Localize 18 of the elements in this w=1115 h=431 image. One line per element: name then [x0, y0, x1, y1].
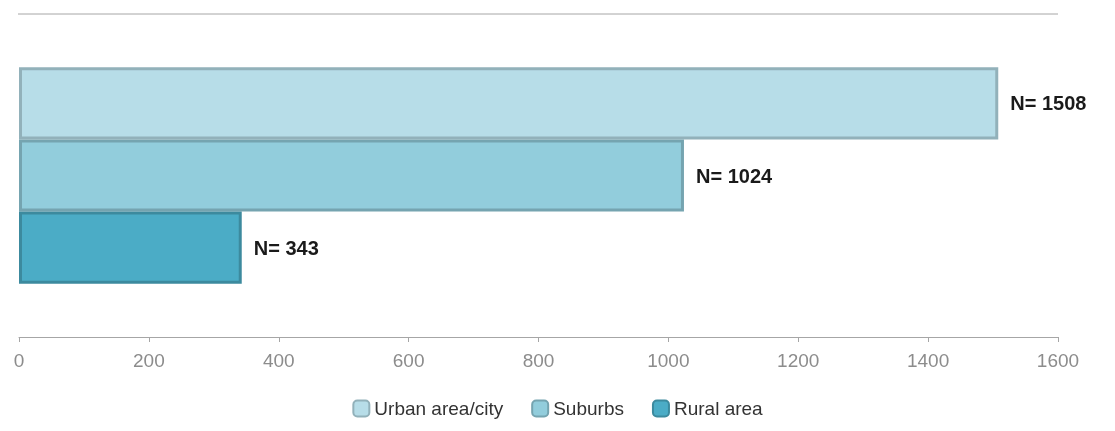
- x-tick-label: 800: [522, 350, 555, 371]
- x-tick-label: 600: [392, 350, 425, 371]
- x-tick-label: 200: [133, 350, 165, 371]
- bar: [19, 67, 999, 140]
- data-label: N= 1024: [695, 164, 774, 187]
- legend-label: Rural area: [673, 398, 764, 419]
- x-tick-label: 1000: [647, 350, 690, 371]
- x-tick-label: 1200: [777, 350, 820, 371]
- bar: [19, 139, 684, 212]
- legend-label: Urban area/city: [374, 398, 504, 419]
- x-tick-label: 400: [262, 350, 295, 371]
- legend-label: Suburbs: [553, 398, 624, 419]
- x-tick-label: 0: [13, 350, 25, 371]
- x-tick-label: 1600: [1036, 350, 1080, 371]
- x-tick-label: 1400: [906, 350, 950, 371]
- bar: [19, 211, 242, 284]
- data-label: N= 343: [253, 236, 319, 259]
- data-label: N= 1508: [1010, 92, 1087, 115]
